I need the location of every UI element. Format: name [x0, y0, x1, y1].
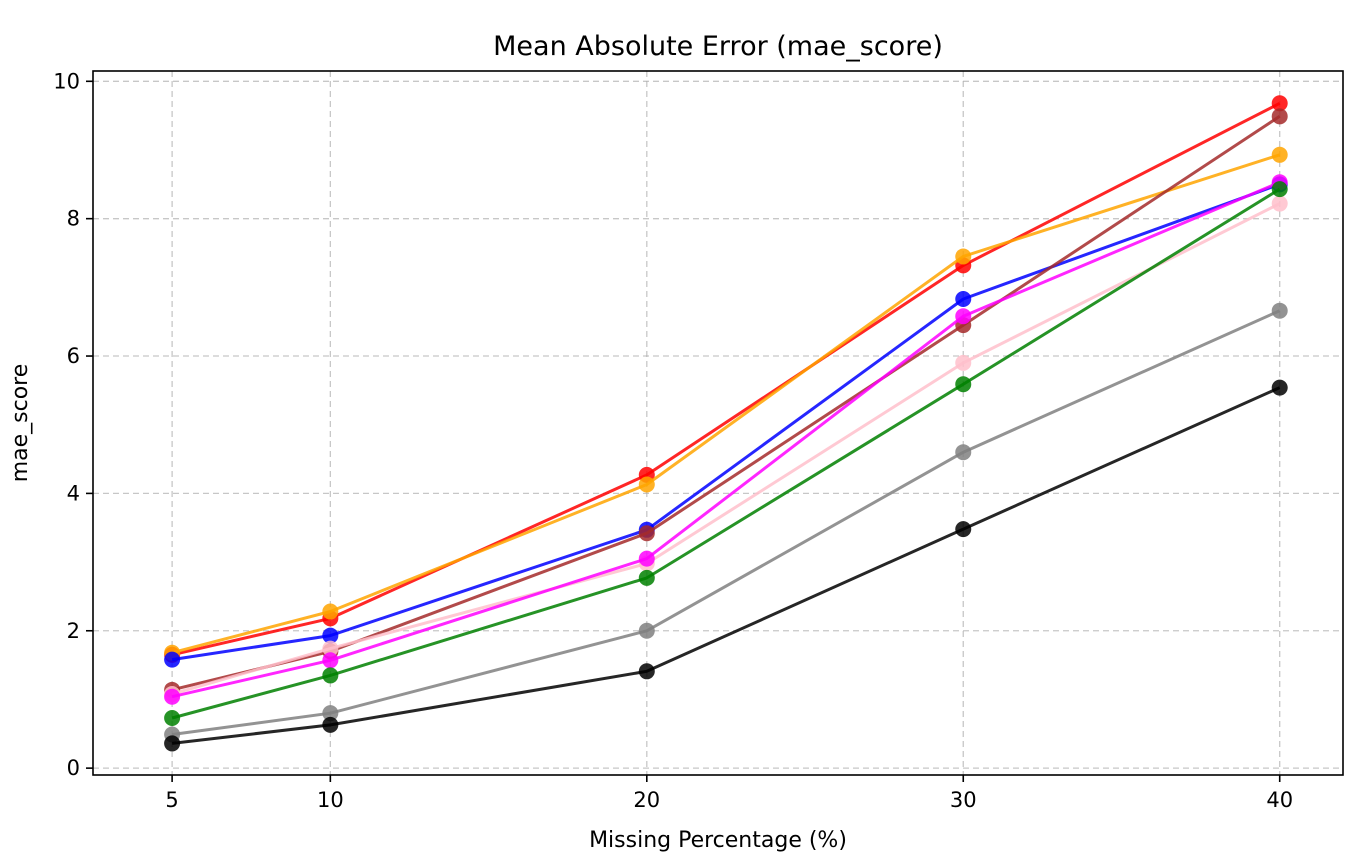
series-point: [1271, 108, 1288, 125]
x-axis-ticks: 5 10 20 30 40: [165, 775, 1293, 812]
x-axis-label: Missing Percentage (%): [589, 828, 847, 853]
x-tick-label: 20: [633, 788, 660, 812]
series-point: [164, 735, 181, 752]
series-point: [1271, 95, 1288, 112]
series-point: [322, 640, 339, 657]
series-point: [322, 627, 339, 644]
series-point: [164, 651, 181, 668]
series-point: [638, 550, 655, 567]
x-tick-label: 40: [1266, 788, 1293, 812]
series-point: [1271, 302, 1288, 319]
x-tick-label: 10: [317, 788, 344, 812]
series-line: [171, 202, 1281, 696]
series-point: [638, 569, 655, 586]
series-line: [171, 187, 1281, 720]
series-point: [164, 688, 181, 705]
series-point: [955, 444, 972, 461]
plot-frame: [92, 70, 1344, 776]
series-point: [638, 663, 655, 680]
series-line: [171, 101, 1281, 657]
series-point: [955, 291, 972, 308]
series-line: [171, 386, 1281, 745]
series-line: [171, 309, 1281, 736]
series-point: [955, 248, 972, 265]
series: [164, 379, 1288, 752]
y-axis-label: mae_score: [8, 364, 33, 483]
chart-title: Mean Absolute Error (mae_score): [493, 31, 943, 62]
series-point: [638, 525, 655, 542]
y-tick-label: 6: [67, 344, 80, 368]
y-tick-label: 10: [53, 69, 80, 93]
x-tick-label: 30: [950, 788, 977, 812]
series-line: [171, 153, 1281, 655]
series-point: [322, 667, 339, 684]
series-point: [955, 354, 972, 371]
y-tick-label: 8: [67, 207, 80, 231]
series-point: [955, 376, 972, 393]
series-point: [955, 521, 972, 538]
grid: [93, 71, 1343, 775]
series-point: [322, 705, 339, 722]
y-tick-label: 2: [67, 619, 80, 643]
y-axis-ticks: 0 2 4 6 8 10: [53, 69, 93, 780]
series-point: [1271, 146, 1288, 163]
series-point: [955, 308, 972, 325]
series-point: [164, 709, 181, 726]
series: [164, 95, 1288, 663]
series-point: [1271, 181, 1288, 198]
series-layer: [164, 95, 1288, 752]
y-tick-label: 4: [67, 481, 80, 505]
x-tick-label: 5: [165, 788, 178, 812]
series-point: [638, 622, 655, 639]
series-point: [322, 603, 339, 620]
series-point: [1271, 379, 1288, 396]
series-line: [171, 115, 1281, 692]
series: [164, 181, 1288, 726]
series-point: [322, 716, 339, 733]
series-point: [1271, 195, 1288, 212]
y-tick-label: 0: [67, 756, 80, 780]
series-point: [638, 476, 655, 493]
series-point: [322, 652, 339, 669]
